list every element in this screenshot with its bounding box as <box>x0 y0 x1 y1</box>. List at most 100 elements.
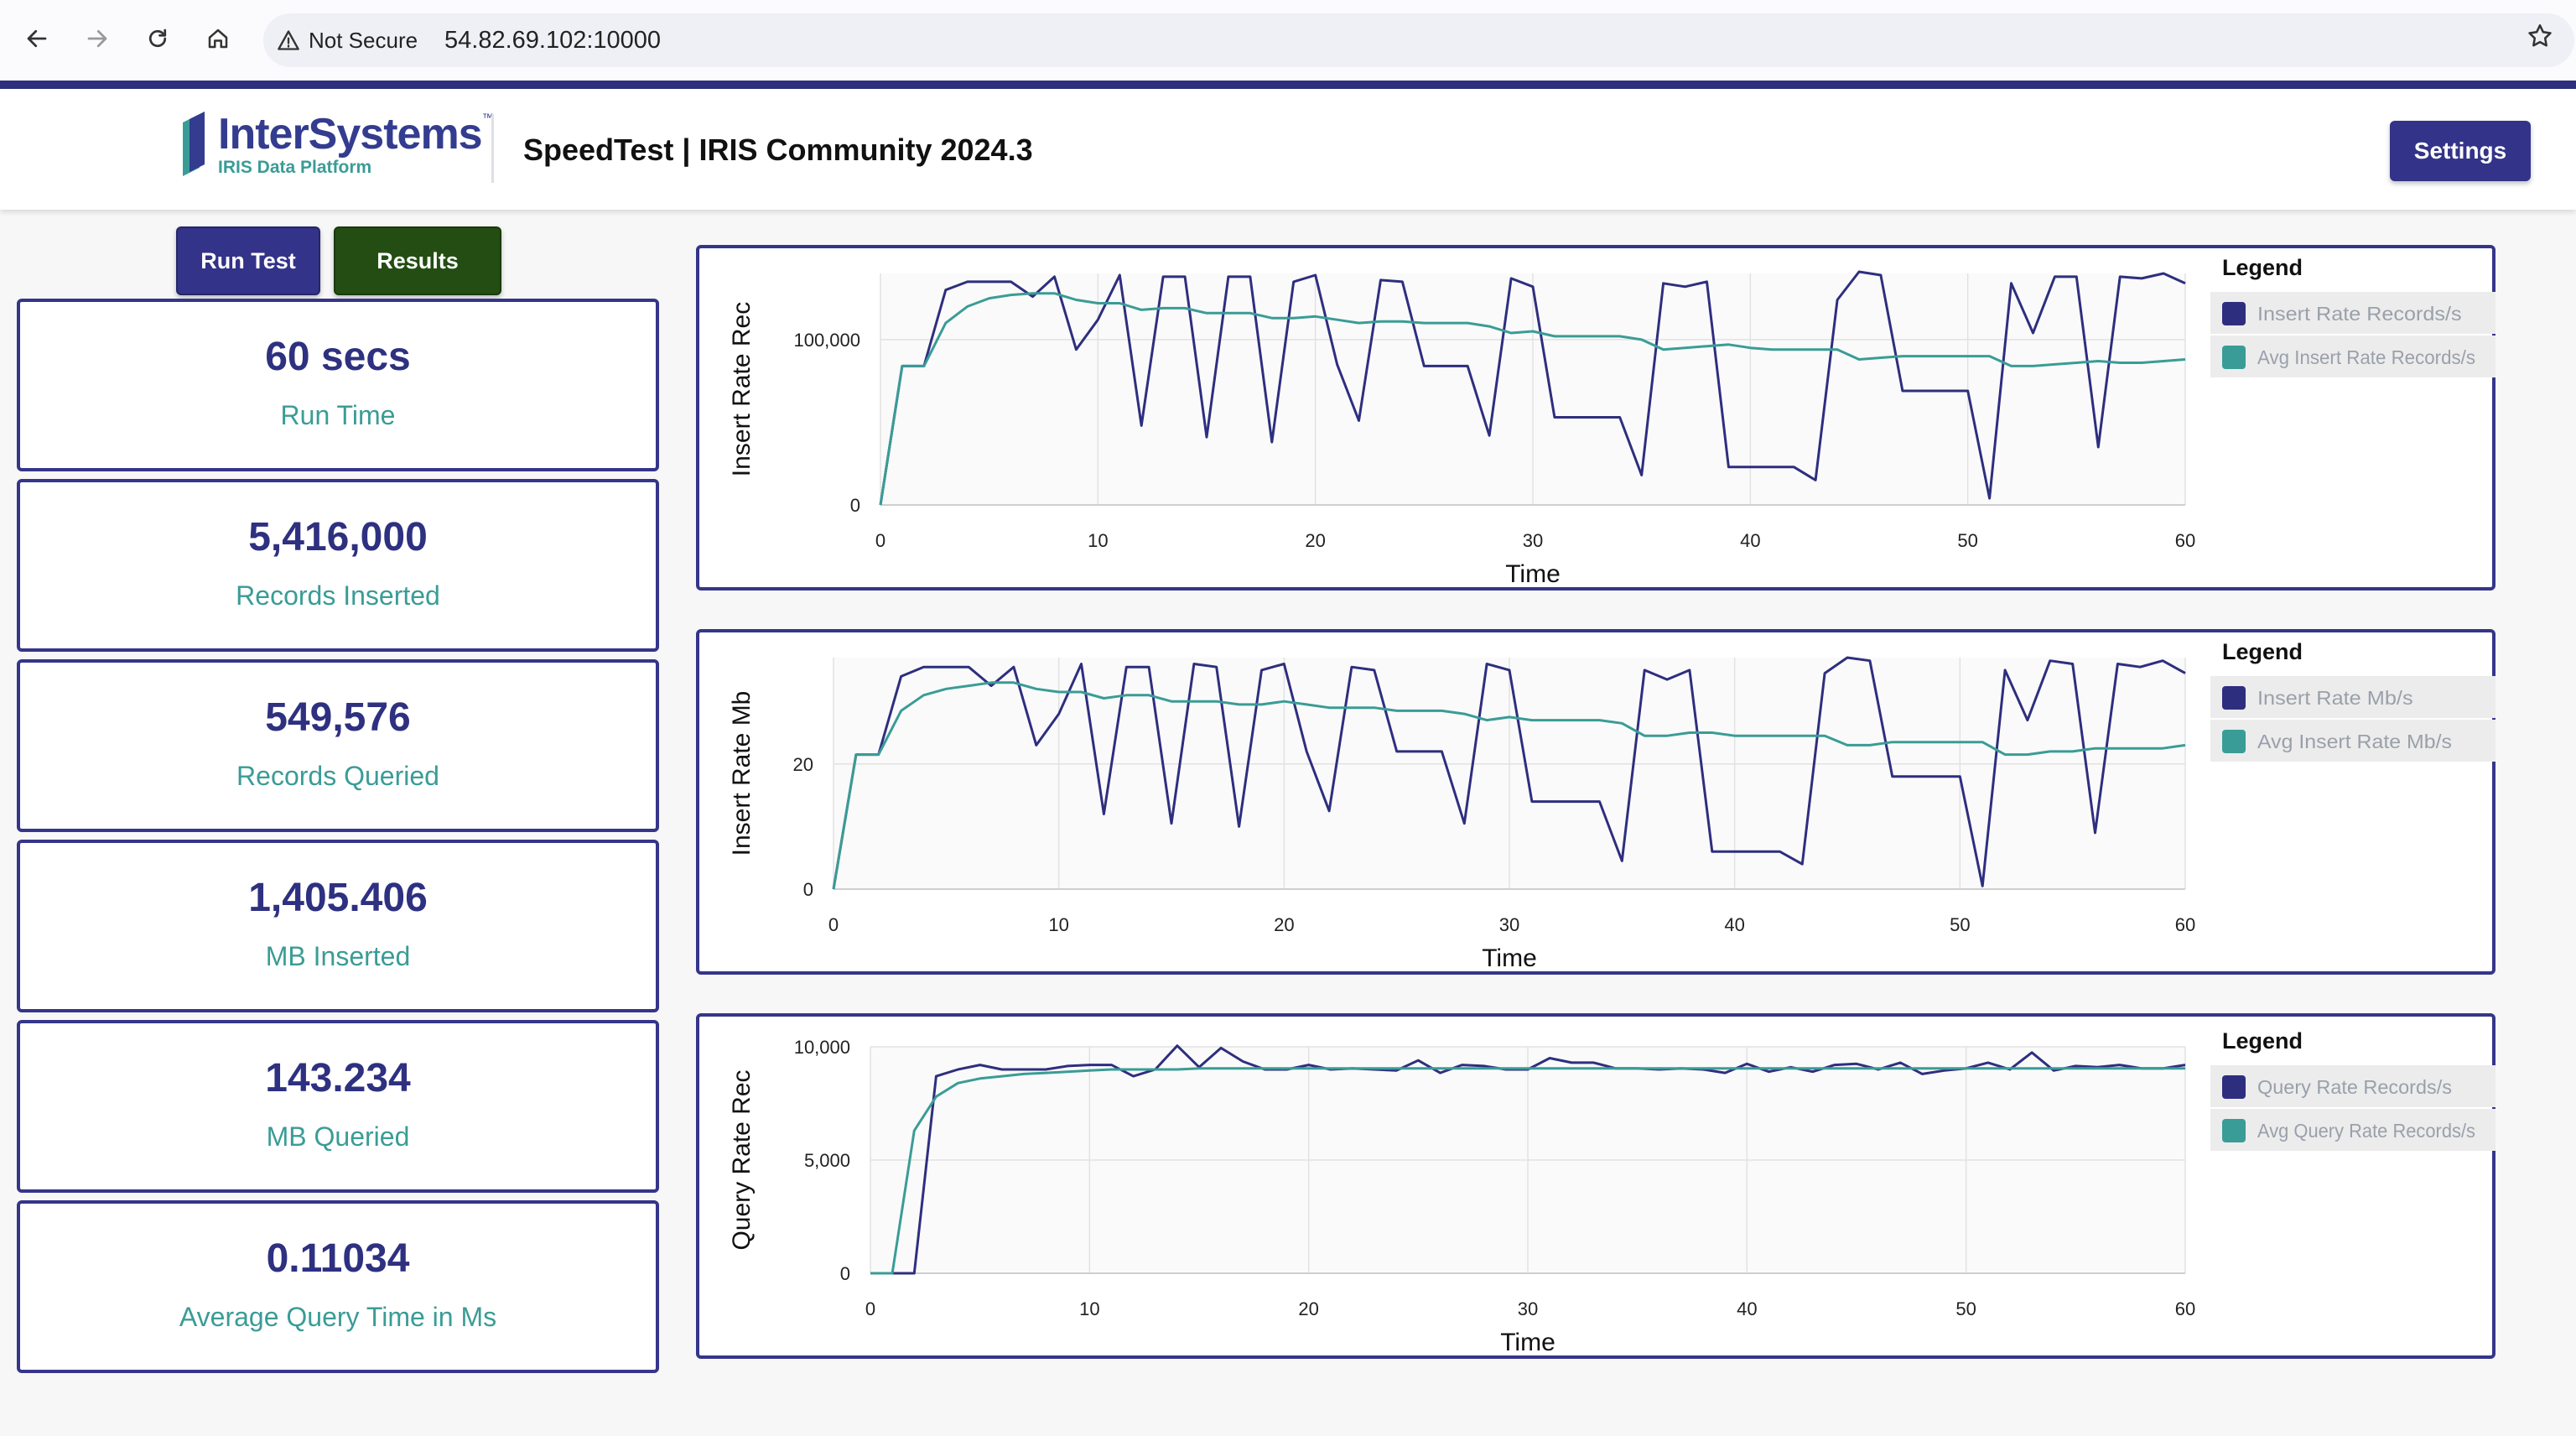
logo-name: InterSystems <box>218 110 483 159</box>
y-axis-label: Insert Rate Rec <box>728 302 756 476</box>
stat-card-avg-query-time: 0.11034 Average Query Time in Ms <box>17 1200 659 1373</box>
stat-card-run-time: 60 secs Run Time <box>17 299 659 471</box>
x-tick-label: 10 <box>1079 1298 1099 1319</box>
legend-item-label: Avg Query Rate Records/s <box>2257 1120 2475 1142</box>
legend-swatch <box>2222 346 2246 369</box>
reload-button[interactable] <box>139 20 176 57</box>
stat-value: 143.234 <box>265 1056 411 1100</box>
series-line-2 <box>870 1067 2185 1275</box>
series-line-1 <box>832 656 2186 890</box>
legend-item-bg <box>2210 292 2496 334</box>
x-tick-label: 50 <box>1957 530 1977 551</box>
x-tick-label: 30 <box>1523 530 1543 551</box>
star-icon <box>2528 23 2552 47</box>
series-line-2 <box>879 292 2186 506</box>
x-axis-label: Time <box>1482 944 1537 972</box>
x-tick-label: 20 <box>1305 530 1325 551</box>
reload-icon <box>148 29 167 48</box>
stat-card-mb-queried: 143.234 MB Queried <box>17 1020 659 1193</box>
back-button[interactable] <box>18 20 55 57</box>
logo-subtitle: IRIS Data Platform <box>218 158 372 177</box>
stat-label: Run Time <box>280 400 396 430</box>
legend-item-bg <box>2210 336 2496 377</box>
legend-item-bg <box>2210 1109 2496 1151</box>
address-bar[interactable] <box>263 13 2574 67</box>
y-tick-label: 0 <box>803 879 813 900</box>
query-rate-rec-chart: 0 10 20 30 40 50 60 0 5,000 10,000 Time Query Rate … <box>728 1028 2496 1356</box>
x-tick-label: 40 <box>1724 914 1744 935</box>
chart-insert-rate-mb: 0 10 20 30 40 50 60 0 20 Time Insert Rate Mb Legend… <box>696 629 2496 975</box>
stat-card-mb-inserted: 1,405.406 MB Inserted <box>17 840 659 1012</box>
legend-title: Legend <box>2222 639 2303 664</box>
y-tick-label: 10,000 <box>794 1037 850 1058</box>
security-label: Not Secure <box>309 27 418 53</box>
y-tick-label: 0 <box>850 495 860 516</box>
series-line-1 <box>879 270 2186 506</box>
logo-trademark: ™ <box>481 111 494 124</box>
stat-label: MB Queried <box>266 1121 410 1152</box>
stat-label: MB Inserted <box>265 941 411 971</box>
x-axis-label: Time <box>1500 1329 1555 1356</box>
legend-item-label: Avg Insert Rate Records/s <box>2257 346 2475 368</box>
y-tick-label: 5,000 <box>804 1150 850 1171</box>
chrome-divider <box>0 81 2576 89</box>
legend-item-bg <box>2210 676 2496 718</box>
stat-value: 0.11034 <box>266 1236 410 1281</box>
x-tick-label: 0 <box>875 530 886 551</box>
x-tick-label: 30 <box>1499 914 1519 935</box>
run-test-button[interactable]: Run Test <box>176 226 320 295</box>
x-tick-label: 10 <box>1048 914 1068 935</box>
x-tick-label: 40 <box>1737 1298 1757 1319</box>
stat-label: Average Query Time in Ms <box>179 1302 497 1332</box>
stat-label: Records Queried <box>236 761 439 791</box>
home-button[interactable] <box>200 20 236 57</box>
x-tick-label: 20 <box>1298 1298 1318 1319</box>
chart-insert-rate-rec: 0 10 20 30 40 50 60 0 100,000 Time Insert Rate Rec… <box>696 245 2496 591</box>
legend-swatch <box>2222 1075 2246 1099</box>
legend-title: Legend <box>2222 1028 2303 1054</box>
x-tick-label: 60 <box>2175 530 2195 551</box>
chart-query-rate-rec: 0 10 20 30 40 50 60 0 5,000 10,000 Time Query Rate … <box>696 1013 2496 1359</box>
legend-item-label: Insert Rate Mb/s <box>2257 687 2413 709</box>
forward-arrow-icon <box>87 29 107 48</box>
logo-mark-icon <box>183 112 205 176</box>
back-arrow-icon <box>27 29 47 48</box>
x-tick-label: 20 <box>1274 914 1294 935</box>
legend-item-label: Query Rate Records/s <box>2257 1076 2452 1098</box>
legend-title: Legend <box>2222 255 2303 280</box>
stat-label: Records Inserted <box>236 580 440 611</box>
stat-value: 549,576 <box>265 695 411 740</box>
insert-rate-rec-chart: 0 10 20 30 40 50 60 0 100,000 Time Insert Rate Rec… <box>728 255 2496 588</box>
home-icon <box>208 29 228 49</box>
y-tick-label: 20 <box>793 754 813 775</box>
legend-item-bg <box>2210 720 2496 762</box>
y-axis-label: Query Rate Rec <box>728 1069 756 1250</box>
security-indicator[interactable]: Not Secure <box>277 22 418 59</box>
legend-item-label: Avg Insert Rate Mb/s <box>2257 731 2452 752</box>
legend-swatch <box>2222 686 2246 710</box>
legend-swatch <box>2222 730 2246 753</box>
browser-toolbar: Not Secure 54.82.69.102:10000 <box>0 0 2576 81</box>
x-axis-label: Time <box>1505 560 1561 588</box>
y-tick-label: 0 <box>840 1263 850 1284</box>
legend-item-bg <box>2210 1065 2496 1107</box>
x-tick-label: 0 <box>865 1298 875 1319</box>
x-tick-label: 50 <box>1955 1298 1976 1319</box>
legend-swatch <box>2222 302 2246 325</box>
settings-button[interactable]: Settings <box>2390 121 2531 181</box>
series-line-2 <box>832 681 2186 890</box>
intersystems-logo[interactable]: InterSystems™ IRIS Data Platform <box>179 111 494 186</box>
page-title: SpeedTest | IRIS Community 2024.3 <box>523 133 1033 167</box>
x-tick-label: 50 <box>1950 914 1970 935</box>
y-tick-label: 100,000 <box>793 330 860 351</box>
x-tick-label: 0 <box>828 914 839 935</box>
x-tick-label: 40 <box>1740 530 1760 551</box>
legend-item-label: Insert Rate Records/s <box>2257 303 2462 325</box>
url-text[interactable]: 54.82.69.102:10000 <box>444 27 662 54</box>
results-button[interactable]: Results <box>334 226 501 295</box>
x-tick-label: 60 <box>2175 914 2195 935</box>
forward-button[interactable] <box>79 20 116 57</box>
stat-value: 1,405.406 <box>248 876 428 920</box>
y-axis-label: Insert Rate Mb <box>728 691 756 856</box>
bookmark-button[interactable] <box>2526 22 2554 55</box>
